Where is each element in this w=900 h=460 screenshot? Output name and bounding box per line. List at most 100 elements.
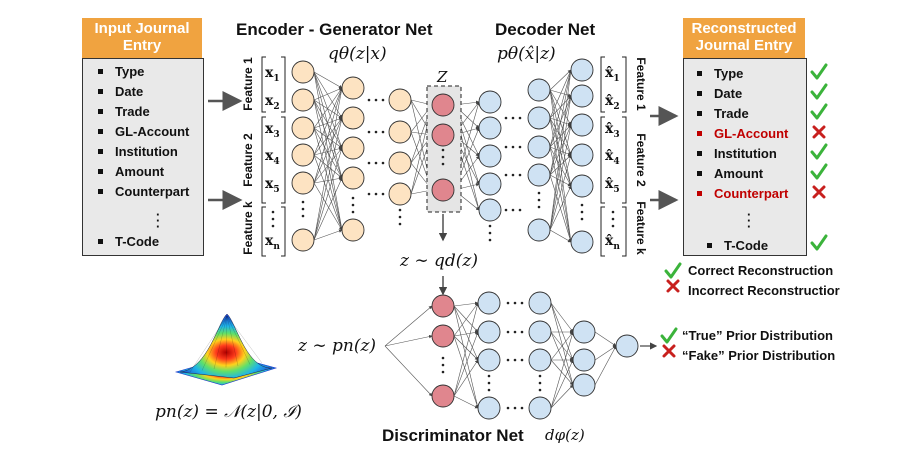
ellipsis-dot xyxy=(374,192,378,196)
ellipsis-dot xyxy=(538,374,542,378)
edge xyxy=(550,359,574,409)
edge xyxy=(313,177,343,241)
network-node xyxy=(527,218,551,242)
network-node xyxy=(572,373,596,397)
edge xyxy=(550,331,574,361)
edge xyxy=(549,69,573,231)
edge xyxy=(549,89,573,187)
output-box xyxy=(683,58,807,256)
ellipsis-dot xyxy=(504,208,508,212)
bracket xyxy=(281,116,286,204)
edge xyxy=(453,395,479,409)
ellipsis-dot xyxy=(537,198,541,202)
edge xyxy=(550,302,574,361)
edge xyxy=(550,302,574,333)
ellipsis-dot xyxy=(506,358,510,362)
feature-label: Feature 2 xyxy=(634,133,648,187)
edge xyxy=(549,154,572,176)
edge xyxy=(313,87,343,129)
check-icon xyxy=(810,143,828,160)
network-node xyxy=(528,291,552,315)
ellipsis-dot xyxy=(537,191,541,195)
edge xyxy=(594,331,617,347)
ellipsis-dot xyxy=(441,363,445,367)
network-node xyxy=(341,106,365,130)
ellipsis-dot xyxy=(580,210,584,214)
ellipsis-dot xyxy=(301,207,305,211)
network-node xyxy=(291,171,315,195)
edge xyxy=(313,117,343,184)
ellipsis-dot xyxy=(398,208,402,212)
ellipsis-dot xyxy=(513,358,517,362)
ellipsis-dot xyxy=(511,173,515,177)
bracket xyxy=(261,116,266,204)
edge xyxy=(549,69,573,176)
ellipsis-dot xyxy=(487,381,491,385)
network-node xyxy=(528,320,552,344)
edge xyxy=(453,305,479,361)
edge xyxy=(453,302,479,337)
ellipsis-dot xyxy=(488,224,492,228)
input-label: x2 xyxy=(265,93,280,112)
feature-label: Feature 1 xyxy=(634,57,648,111)
network-node xyxy=(527,106,551,130)
ellipsis-dot xyxy=(537,205,541,209)
discriminator-func-label: dφ(z) xyxy=(545,426,585,444)
edge xyxy=(313,87,344,241)
ellipsis-dot xyxy=(611,224,615,228)
edge xyxy=(549,174,572,187)
ellipsis-dot xyxy=(488,231,492,235)
network-node xyxy=(388,120,412,144)
list-item: Type xyxy=(697,66,743,81)
network-node xyxy=(572,320,596,344)
decoder-dist-label: pθ(x̂|z) xyxy=(497,44,556,64)
check-icon xyxy=(810,83,828,100)
list-item: Date xyxy=(98,84,143,99)
feature-label: Feature 2 xyxy=(241,133,255,187)
legend-true-prior: “True” Prior Distribution xyxy=(682,328,833,343)
bracket xyxy=(261,56,266,113)
edge xyxy=(549,69,572,148)
check-icon xyxy=(810,63,828,80)
list-item: Date xyxy=(697,86,742,101)
network-node xyxy=(572,348,596,372)
ellipsis-dot xyxy=(518,116,522,120)
network-node xyxy=(478,172,502,196)
edge xyxy=(453,301,479,307)
ellipsis-dot xyxy=(611,217,615,221)
network-node xyxy=(477,291,501,315)
mesh-line xyxy=(226,315,251,365)
network-node xyxy=(478,144,502,168)
ellipsis-dot xyxy=(381,130,385,134)
edge xyxy=(549,154,572,231)
ellipsis-dot xyxy=(351,210,355,214)
edge xyxy=(549,69,572,119)
edge xyxy=(453,302,479,397)
ellipsis: · · · xyxy=(156,207,161,234)
edge xyxy=(313,87,343,101)
decorations: x1 x2 x3 x4 x5 xn Feature 1 Feature 2 Feature k x… xyxy=(174,56,828,410)
list-item: Counterpart xyxy=(98,184,189,199)
ellipsis-dot xyxy=(511,116,515,120)
network-node xyxy=(291,228,315,252)
ellipsis-dot xyxy=(506,330,510,334)
ellipsis-dot xyxy=(520,330,524,334)
edge xyxy=(453,335,479,361)
mesh-line xyxy=(201,315,228,371)
ellipsis-dot xyxy=(398,222,402,226)
network-node xyxy=(528,348,552,372)
output-label: x̂1 xyxy=(605,65,620,84)
edge xyxy=(549,95,572,176)
network-node xyxy=(570,230,594,254)
list-item: Trade xyxy=(98,104,150,119)
encoder-title: Encoder - Generator Net xyxy=(236,20,433,39)
network-node xyxy=(570,143,594,167)
edge xyxy=(384,345,433,397)
network-node xyxy=(388,88,412,112)
edge xyxy=(549,124,573,231)
ellipsis-dot xyxy=(504,173,508,177)
network-node xyxy=(570,113,594,137)
network-node xyxy=(570,84,594,108)
latent-label: Z xyxy=(437,68,448,86)
edge xyxy=(313,154,343,179)
